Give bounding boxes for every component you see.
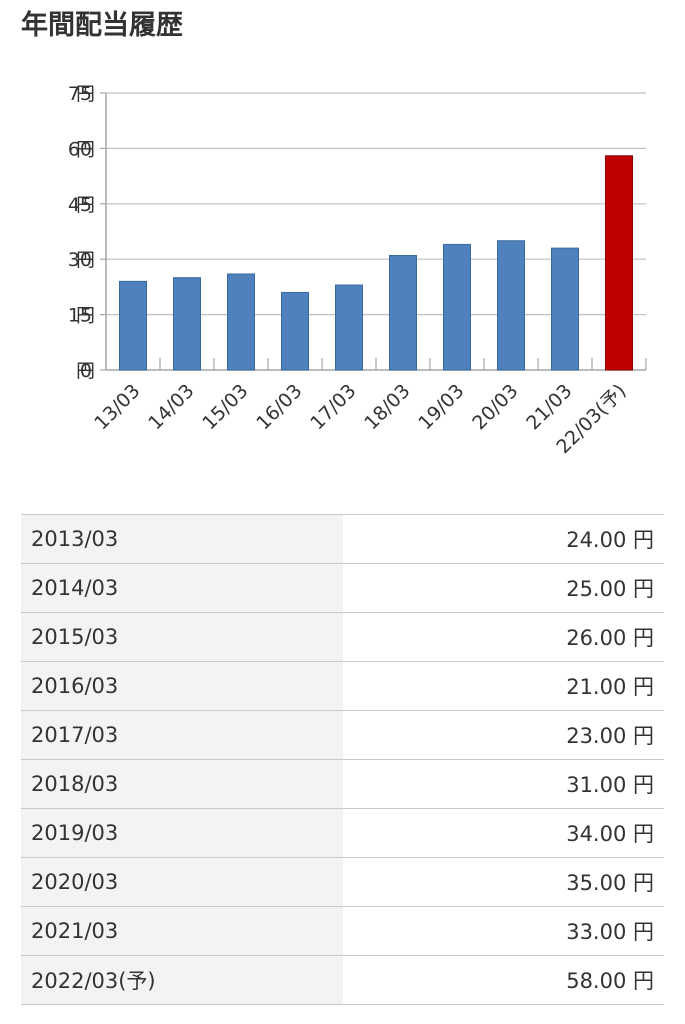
y-tick-unit: 円 xyxy=(76,138,95,160)
dividend-amount-cell: 23.00 円 xyxy=(343,710,664,760)
dividend-bar xyxy=(497,240,525,371)
dividend-amount-cell: 58.00 円 xyxy=(343,955,664,1005)
y-tick-unit: 円 xyxy=(76,360,95,382)
dividend-table-body: 2013/03 24.00 円 2014/03 25.00 円 2015/03 26.00… xyxy=(21,514,664,1005)
fiscal-year-cell: 2014/03 xyxy=(21,563,343,613)
dividend-amount-cell: 33.00 円 xyxy=(343,906,664,956)
y-tick-label: 0 xyxy=(80,360,92,382)
y-tick-label: 15 xyxy=(68,305,92,327)
dividend-bar xyxy=(551,247,579,371)
dividend-bar xyxy=(227,273,255,371)
table-row: 2017/03 23.00 円 xyxy=(21,710,664,760)
table-row: 2014/03 25.00 円 xyxy=(21,563,664,613)
table-row: 2020/03 35.00 円 xyxy=(21,857,664,907)
y-tick-unit: 円 xyxy=(76,83,95,105)
dividend-bar xyxy=(281,291,309,371)
table-row: 2021/03 33.00 円 xyxy=(21,906,664,956)
fiscal-year-cell: 2019/03 xyxy=(21,808,343,858)
forecast-bar xyxy=(605,155,633,371)
x-tick-label: 14/03 xyxy=(144,380,198,434)
fiscal-year-cell: 2017/03 xyxy=(21,710,343,760)
dividend-amount-cell: 31.00 円 xyxy=(343,759,664,809)
dividend-amount-cell: 25.00 円 xyxy=(343,563,664,613)
y-tick-label: 30 xyxy=(68,249,92,271)
table-row: 2015/03 26.00 円 xyxy=(21,612,664,662)
dividend-bar xyxy=(173,277,201,371)
page-title: 年間配当履歴 xyxy=(21,10,183,41)
y-tick-label: 60 xyxy=(68,138,92,160)
table-row: 2019/03 34.00 円 xyxy=(21,808,664,858)
fiscal-year-cell: 2016/03 xyxy=(21,661,343,711)
table-row: 2022/03(予) 58.00 円 xyxy=(21,955,664,1005)
table-row: 2018/03 31.00 円 xyxy=(21,759,664,809)
x-tick-label: 18/03 xyxy=(360,380,414,434)
x-tick-label: 20/03 xyxy=(468,380,522,434)
x-tick-label: 13/03 xyxy=(90,380,144,434)
fiscal-year-cell: 2022/03(予) xyxy=(21,955,343,1005)
table-row: 2013/03 24.00 円 xyxy=(21,514,664,564)
y-tick-unit: 円 xyxy=(76,249,95,271)
y-tick-unit: 円 xyxy=(76,194,95,216)
x-tick-label: 19/03 xyxy=(414,380,468,434)
fiscal-year-cell: 2018/03 xyxy=(21,759,343,809)
x-tick-label: 17/03 xyxy=(306,380,360,434)
y-tick-unit: 円 xyxy=(76,305,95,327)
x-tick-label: 16/03 xyxy=(252,380,306,434)
dividend-amount-cell: 34.00 円 xyxy=(343,808,664,858)
dividend-amount-cell: 26.00 円 xyxy=(343,612,664,662)
dividend-amount-cell: 21.00 円 xyxy=(343,661,664,711)
fiscal-year-cell: 2015/03 xyxy=(21,612,343,662)
dividend-amount-cell: 35.00 円 xyxy=(343,857,664,907)
fiscal-year-cell: 2013/03 xyxy=(21,514,343,564)
fiscal-year-cell: 2020/03 xyxy=(21,857,343,907)
dividend-bar xyxy=(389,255,417,371)
fiscal-year-cell: 2021/03 xyxy=(21,906,343,956)
dividend-bar xyxy=(335,284,363,371)
table-row: 2016/03 21.00 円 xyxy=(21,661,664,711)
dividend-history-table: 2013/03 24.00 円 2014/03 25.00 円 2015/03 26.00… xyxy=(21,514,664,1005)
x-tick-label: 15/03 xyxy=(198,380,252,434)
y-tick-label: 45 xyxy=(68,194,92,216)
dividend-amount-cell: 24.00 円 xyxy=(343,514,664,564)
dividend-bar xyxy=(443,243,471,371)
dividend-bar xyxy=(119,280,147,371)
y-tick-label: 75 xyxy=(68,83,92,105)
